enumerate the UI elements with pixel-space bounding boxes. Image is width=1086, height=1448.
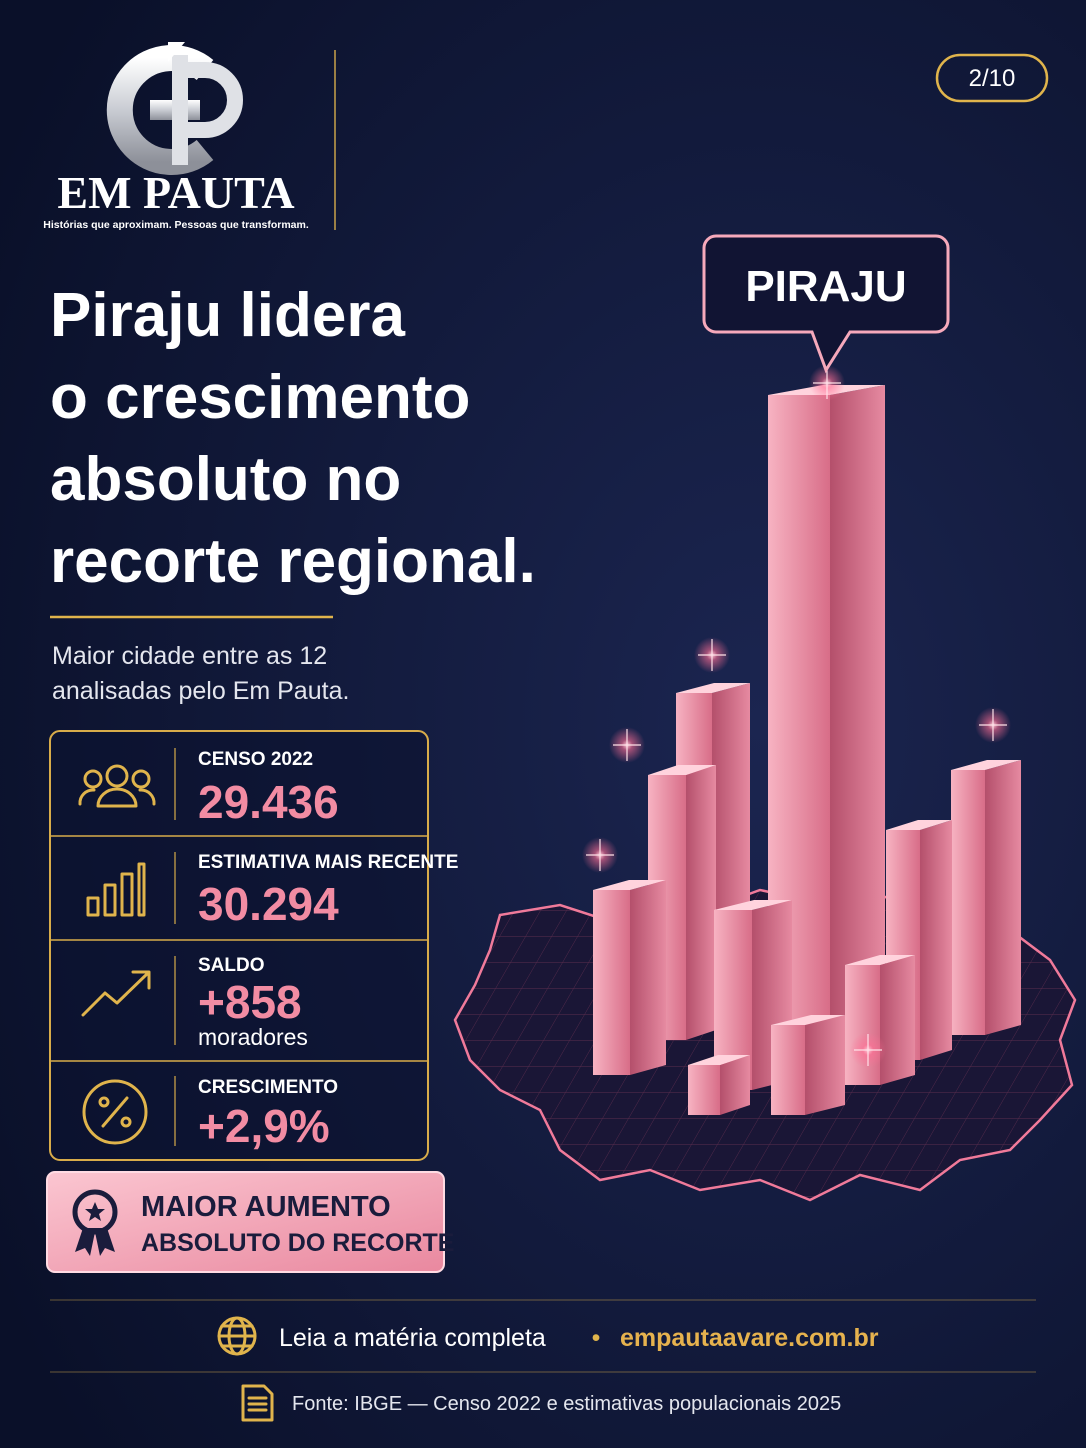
stats-frame xyxy=(49,730,429,1161)
logo-tagline: Histórias que aproximam. Pessoas que tra… xyxy=(43,219,309,231)
callout-label: PIRAJU xyxy=(745,262,906,311)
headline-line: Piraju lidera xyxy=(50,281,405,350)
headline-line: recorte regional. xyxy=(50,527,536,596)
illustration xyxy=(453,365,1077,1202)
icon-percent xyxy=(82,1079,148,1145)
callout-bubble xyxy=(702,234,950,374)
badge-ribbon xyxy=(75,1228,115,1256)
stat-label: CRESCIMENTO xyxy=(198,1077,338,1098)
page-indicator: 2/10 xyxy=(969,65,1016,92)
footer-url[interactable]: empautaavare.com.br xyxy=(620,1324,879,1352)
bar-front xyxy=(688,1065,720,1115)
bar-front xyxy=(771,1025,805,1115)
sparkle-ray xyxy=(979,709,1007,741)
icon-document xyxy=(241,1384,274,1422)
stats-box: CENSO 2022 29.436 ESTIMATIVA MAIS RECENT… xyxy=(49,730,458,1161)
bar-side xyxy=(830,385,885,1050)
bar-top xyxy=(951,760,1021,770)
badge-line: ABSOLUTO DO RECORTE xyxy=(141,1229,454,1257)
stat-label: SALDO xyxy=(198,955,265,976)
bar-side xyxy=(720,1055,750,1115)
bar-top xyxy=(593,880,666,890)
stat-unit: moradores xyxy=(198,1024,308,1050)
bar-side xyxy=(880,955,915,1085)
logo-name: EM PAUTA xyxy=(57,167,294,218)
icon-bars xyxy=(86,862,146,917)
highlight-callout: PIRAJU xyxy=(702,234,950,374)
bar-front xyxy=(593,890,630,1075)
logo-accent xyxy=(168,42,185,62)
footer-separator: • xyxy=(592,1324,601,1352)
headline-line: o crescimento xyxy=(50,363,470,432)
stat-value: 30.294 xyxy=(198,878,339,930)
icon-globe xyxy=(217,1316,257,1356)
stat-value: +858 xyxy=(198,976,302,1028)
bar-side xyxy=(630,880,666,1075)
bar-side xyxy=(985,760,1021,1035)
subtitle-line: analisadas pelo Em Pauta. xyxy=(52,677,349,705)
bar-side xyxy=(920,820,952,1060)
icon-trend xyxy=(81,970,151,1017)
stat-value: +2,9% xyxy=(198,1100,330,1152)
icon-people xyxy=(78,764,156,808)
bar-top xyxy=(845,955,915,965)
logo: EM PAUTA Histórias que aproximam. Pessoa… xyxy=(43,42,309,231)
logo-p xyxy=(172,55,243,165)
sparkle-ray xyxy=(613,729,641,761)
bar-side xyxy=(805,1015,845,1115)
badge-box xyxy=(46,1171,445,1273)
bar-top xyxy=(886,820,952,830)
bar-side xyxy=(686,765,716,1040)
sparkle-ray xyxy=(813,367,841,399)
footer-source: Fonte: IBGE — Censo 2022 e estimativas p… xyxy=(292,1393,841,1415)
stat-value: 29.436 xyxy=(198,776,339,828)
subtitle-line: Maior cidade entre as 12 xyxy=(52,642,327,670)
bar-top xyxy=(771,1015,845,1025)
stat-label: CENSO 2022 xyxy=(198,749,313,770)
bar-top xyxy=(688,1055,750,1065)
sparkle-ray xyxy=(854,1034,882,1066)
badge-line: MAIOR AUMENTO xyxy=(141,1191,391,1223)
bar-top xyxy=(676,683,750,693)
sparkle-ray xyxy=(698,639,726,671)
bar-top xyxy=(648,765,716,775)
footer-cta: Leia a matéria completa xyxy=(279,1324,546,1352)
badge-star xyxy=(85,1202,105,1221)
stat-label: ESTIMATIVA MAIS RECENTE xyxy=(198,852,458,873)
headline-line: absoluto no xyxy=(50,445,401,514)
bar-top xyxy=(714,900,792,910)
bar-front xyxy=(951,770,985,1035)
sparkle-ray xyxy=(586,839,614,871)
page-indicator-pill xyxy=(935,53,1049,103)
badge: MAIOR AUMENTO ABSOLUTO DO RECORTE xyxy=(46,1171,454,1273)
